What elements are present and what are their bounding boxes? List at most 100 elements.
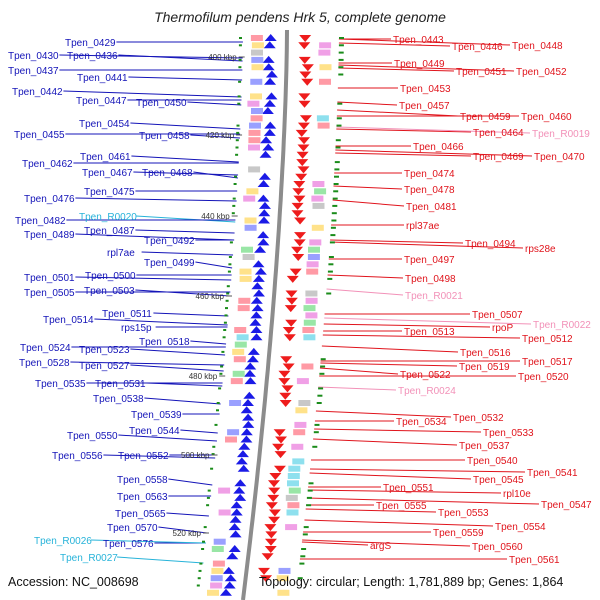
gene-label[interactable]: Tpen_0539 (131, 410, 182, 421)
gene-label[interactable]: Tpen_0520 (518, 372, 569, 383)
gene-label[interactable]: Tpen_0541 (527, 468, 578, 479)
gene-label[interactable]: Tpen_0459 (460, 112, 511, 123)
gene-label[interactable]: Tpen_0507 (472, 310, 523, 321)
gene-label[interactable]: Tpen_0538 (93, 394, 144, 405)
gene-label[interactable]: Tpen_0514 (43, 315, 94, 326)
gene-label[interactable]: Tpen_0544 (129, 426, 180, 437)
gene-label[interactable]: Tpen_R0026 (34, 536, 92, 547)
gene-label[interactable]: Tpen_0547 (541, 500, 592, 511)
gene-label[interactable]: Tpen_0448 (512, 41, 563, 52)
gene-label[interactable]: Tpen_0478 (404, 185, 455, 196)
gene-label[interactable]: Tpen_0505 (24, 288, 75, 299)
gene-label[interactable]: Tpen_R0024 (398, 386, 456, 397)
gene-label[interactable]: Tpen_0523 (79, 345, 130, 356)
gene-label[interactable]: Tpen_0551 (383, 483, 434, 494)
gene-label[interactable]: Tpen_0517 (522, 357, 573, 368)
gene-label[interactable]: Tpen_0500 (85, 271, 136, 282)
gene-label[interactable]: Tpen_R0019 (532, 129, 590, 140)
gene-label[interactable]: Tpen_0451 (456, 67, 507, 78)
gene-label[interactable]: Tpen_0469 (473, 152, 524, 163)
gene-label[interactable]: Tpen_0519 (459, 362, 510, 373)
gene-label[interactable]: Tpen_0503 (84, 286, 135, 297)
gene-label[interactable]: Tpen_0570 (107, 523, 158, 534)
gene-label[interactable]: Tpen_0492 (144, 236, 195, 247)
gene-label[interactable]: Tpen_0553 (438, 508, 489, 519)
gene-label[interactable]: Tpen_0449 (394, 59, 445, 70)
gene-label[interactable]: Tpen_0513 (404, 327, 455, 338)
gene-label[interactable]: rpl37ae (406, 221, 440, 232)
gene-label[interactable]: Tpen_0468 (142, 168, 193, 179)
gene-label[interactable]: Tpen_0475 (84, 187, 135, 198)
gene-label[interactable]: Tpen_R0022 (533, 320, 591, 331)
gene-label[interactable]: Tpen_0550 (67, 431, 118, 442)
gene-label[interactable]: Tpen_0498 (405, 274, 456, 285)
gene-label[interactable]: Tpen_0522 (400, 370, 451, 381)
gene-label[interactable]: Tpen_0460 (521, 112, 572, 123)
gene-label[interactable]: Tpen_0489 (24, 230, 75, 241)
gene-label[interactable]: Tpen_0555 (376, 501, 427, 512)
gene-label[interactable]: Tpen_0482 (15, 216, 66, 227)
gene-label[interactable]: Tpen_0476 (24, 194, 75, 205)
gene-label[interactable]: Tpen_0494 (465, 239, 516, 250)
gene-label[interactable]: Tpen_0457 (399, 101, 450, 112)
gene-label[interactable]: Tpen_0487 (84, 226, 135, 237)
gene-label[interactable]: rps28e (525, 244, 556, 255)
gene-label[interactable]: Tpen_0455 (14, 130, 65, 141)
gene-label[interactable]: Tpen_0554 (495, 522, 546, 533)
gene-label[interactable]: Tpen_0533 (483, 428, 534, 439)
gene-label[interactable]: Tpen_0497 (404, 255, 455, 266)
gene-label[interactable]: rps15p (121, 323, 152, 334)
gene-label[interactable]: Tpen_0447 (76, 96, 127, 107)
gene-label[interactable]: Tpen_0516 (460, 348, 511, 359)
gene-label[interactable]: Tpen_0540 (467, 456, 518, 467)
gene-label[interactable]: Tpen_0467 (82, 168, 133, 179)
gene-label[interactable]: Tpen_0443 (393, 35, 444, 46)
gene-label[interactable]: Tpen_0437 (8, 66, 59, 77)
gene-label[interactable]: Tpen_0446 (452, 42, 503, 53)
gene-label[interactable]: Tpen_0464 (473, 128, 524, 139)
gene-label[interactable]: Tpen_0576 (103, 539, 154, 550)
gene-label[interactable]: Tpen_0531 (95, 379, 146, 390)
gene-label[interactable]: Tpen_0556 (52, 451, 103, 462)
gene-label[interactable]: Tpen_0461 (80, 152, 131, 163)
gene-label[interactable]: Tpen_0532 (453, 413, 504, 424)
gene-label[interactable]: Tpen_0561 (509, 555, 560, 566)
gene-label[interactable]: Tpen_0565 (115, 509, 166, 520)
gene-label[interactable]: Tpen_0563 (117, 492, 168, 503)
gene-label[interactable]: Tpen_0511 (102, 309, 152, 320)
gene-label[interactable]: Tpen_0518 (139, 337, 190, 348)
gene-label[interactable]: Tpen_0534 (396, 417, 447, 428)
gene-label[interactable]: Tpen_R0027 (60, 553, 118, 564)
gene-label[interactable]: Tpen_0535 (35, 379, 86, 390)
gene-label[interactable]: Tpen_0470 (534, 152, 585, 163)
gene-label[interactable]: Tpen_0458 (139, 131, 190, 142)
gene-label[interactable]: Tpen_0528 (19, 358, 70, 369)
gene-label[interactable]: Tpen_0559 (433, 528, 484, 539)
gene-label[interactable]: Tpen_0512 (522, 334, 573, 345)
gene-label[interactable]: Tpen_R0020 (79, 212, 137, 223)
gene-label[interactable]: Tpen_0545 (473, 475, 524, 486)
gene-label[interactable]: Tpen_0466 (413, 142, 464, 153)
gene-label[interactable]: rpl10e (503, 489, 531, 500)
gene-label[interactable]: Tpen_0452 (516, 67, 567, 78)
gene-label[interactable]: argS (370, 541, 391, 552)
gene-label[interactable]: Tpen_0499 (144, 258, 195, 269)
gene-label[interactable]: rpl7ae (107, 248, 135, 259)
gene-label[interactable]: Tpen_0453 (400, 84, 451, 95)
gene-label[interactable]: Tpen_0442 (12, 87, 63, 98)
gene-label[interactable]: Tpen_0429 (65, 38, 116, 49)
gene-label[interactable]: Tpen_0441 (77, 73, 128, 84)
gene-label[interactable]: Tpen_0436 (67, 51, 118, 62)
gene-label[interactable]: Tpen_0474 (404, 169, 455, 180)
gene-label[interactable]: Tpen_0537 (459, 441, 510, 452)
gene-label[interactable]: Tpen_0481 (406, 202, 457, 213)
gene-label[interactable]: Tpen_0454 (79, 119, 130, 130)
gene-label[interactable]: Tpen_0552 (118, 451, 169, 462)
gene-label[interactable]: Tpen_0527 (79, 361, 130, 372)
gene-label[interactable]: Tpen_0560 (472, 542, 523, 553)
gene-label[interactable]: Tpen_0501 (24, 273, 75, 284)
gene-label[interactable]: rpoP (492, 323, 513, 334)
gene-label[interactable]: Tpen_0558 (117, 475, 168, 486)
gene-label[interactable]: Tpen_R0021 (405, 291, 463, 302)
gene-label[interactable]: Tpen_0462 (22, 159, 73, 170)
